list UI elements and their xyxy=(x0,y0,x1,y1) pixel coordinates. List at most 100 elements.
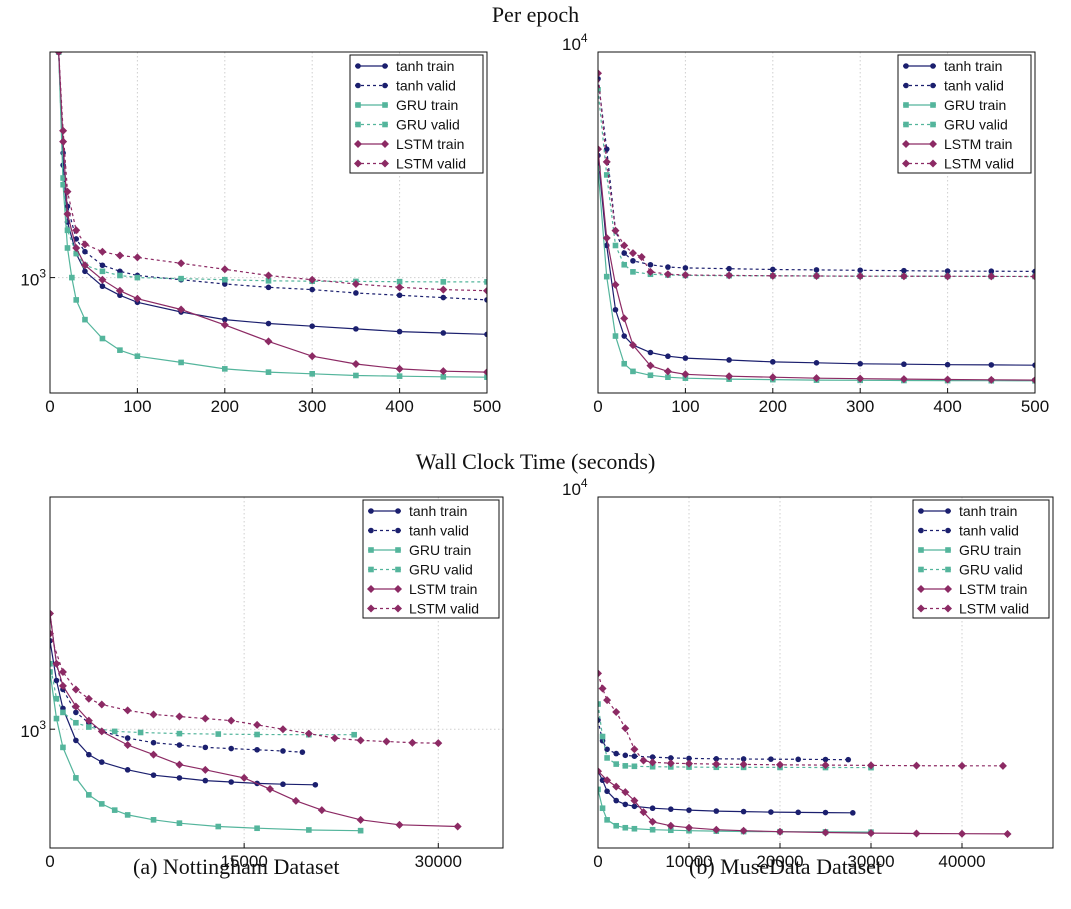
data-point xyxy=(99,262,106,269)
data-point xyxy=(50,609,54,618)
data-point xyxy=(665,264,671,270)
data-point xyxy=(599,733,606,740)
legend-marker xyxy=(395,547,401,553)
legend-marker xyxy=(382,82,388,89)
x-tick-label: 400 xyxy=(933,397,961,416)
data-point xyxy=(308,352,317,361)
data-point xyxy=(434,739,443,748)
data-point xyxy=(622,801,629,808)
data-point xyxy=(768,271,777,280)
data-point xyxy=(353,326,359,332)
data-point xyxy=(603,696,612,705)
y-tick-label: 103 xyxy=(20,718,46,741)
legend-marker xyxy=(929,140,937,148)
data-point xyxy=(177,305,186,314)
data-point xyxy=(604,755,610,761)
plot-frame xyxy=(49,496,504,849)
data-point xyxy=(265,320,272,327)
data-point xyxy=(768,373,777,382)
data-point xyxy=(178,275,184,282)
data-point xyxy=(850,810,856,816)
data-point xyxy=(439,367,448,376)
data-point xyxy=(265,369,272,375)
data-point xyxy=(725,271,734,280)
data-point xyxy=(484,331,487,338)
data-point xyxy=(621,333,628,339)
data-point xyxy=(64,245,71,251)
data-point xyxy=(1003,829,1012,838)
data-point xyxy=(740,808,747,815)
legend-label: tanh train xyxy=(944,58,1002,74)
legend-label: tanh train xyxy=(409,503,467,519)
legend-marker xyxy=(382,102,388,108)
data-point xyxy=(612,707,621,716)
data-point xyxy=(299,749,306,755)
data-point xyxy=(631,825,638,832)
data-point xyxy=(637,252,646,261)
series-group xyxy=(54,52,487,380)
data-point xyxy=(72,226,81,235)
data-point xyxy=(440,374,447,380)
data-point xyxy=(150,772,157,778)
data-point xyxy=(84,694,93,703)
data-point xyxy=(666,759,675,768)
data-point xyxy=(54,52,63,56)
data-point xyxy=(228,745,234,752)
data-point xyxy=(821,761,830,770)
legend-label: GRU valid xyxy=(959,562,1023,578)
data-point xyxy=(630,796,639,805)
plot-frame xyxy=(49,51,488,394)
data-point xyxy=(958,829,966,838)
data-point xyxy=(603,273,610,280)
data-point xyxy=(988,362,995,368)
data-point xyxy=(668,806,674,812)
data-point xyxy=(178,359,184,366)
x-tick-label: 400 xyxy=(385,397,413,416)
data-point xyxy=(280,748,286,754)
data-point xyxy=(484,374,487,380)
data-point xyxy=(857,360,863,367)
data-point xyxy=(176,775,183,781)
data-point xyxy=(73,250,80,257)
data-point xyxy=(668,827,674,834)
data-point xyxy=(222,276,228,283)
data-point xyxy=(857,267,863,274)
data-point xyxy=(713,756,720,762)
series-line-gru-train xyxy=(50,671,361,832)
legend-marker xyxy=(355,102,361,108)
data-point xyxy=(665,353,671,360)
legend-marker xyxy=(394,585,402,593)
legend-label: LSTM valid xyxy=(396,156,466,172)
data-point xyxy=(98,801,105,807)
series-line-tanh-valid xyxy=(50,613,303,753)
data-point xyxy=(202,744,209,751)
legend-marker xyxy=(918,547,924,553)
data-point xyxy=(201,714,210,723)
data-point xyxy=(663,270,672,279)
legend-marker xyxy=(930,82,936,89)
data-point xyxy=(665,374,671,380)
data-point xyxy=(357,827,364,834)
data-point xyxy=(97,727,106,736)
series-line-lstm-train xyxy=(58,52,487,373)
data-point xyxy=(98,247,107,256)
data-point xyxy=(681,370,690,379)
data-point xyxy=(264,337,273,346)
legend-marker xyxy=(945,527,951,534)
data-point xyxy=(630,269,636,275)
data-point xyxy=(53,695,60,702)
legend-label: LSTM train xyxy=(944,136,1012,152)
data-point xyxy=(60,175,66,181)
data-point xyxy=(60,709,66,716)
legend-label: LSTM valid xyxy=(959,601,1029,617)
data-point xyxy=(649,805,656,812)
data-point xyxy=(639,756,648,765)
data-point xyxy=(382,737,391,746)
series-line-tanh-valid xyxy=(598,78,1035,272)
data-point xyxy=(227,716,236,725)
data-point xyxy=(987,375,996,384)
data-point xyxy=(82,268,88,275)
data-point xyxy=(53,715,60,722)
data-point xyxy=(278,725,287,734)
plot-frame xyxy=(597,51,1036,394)
